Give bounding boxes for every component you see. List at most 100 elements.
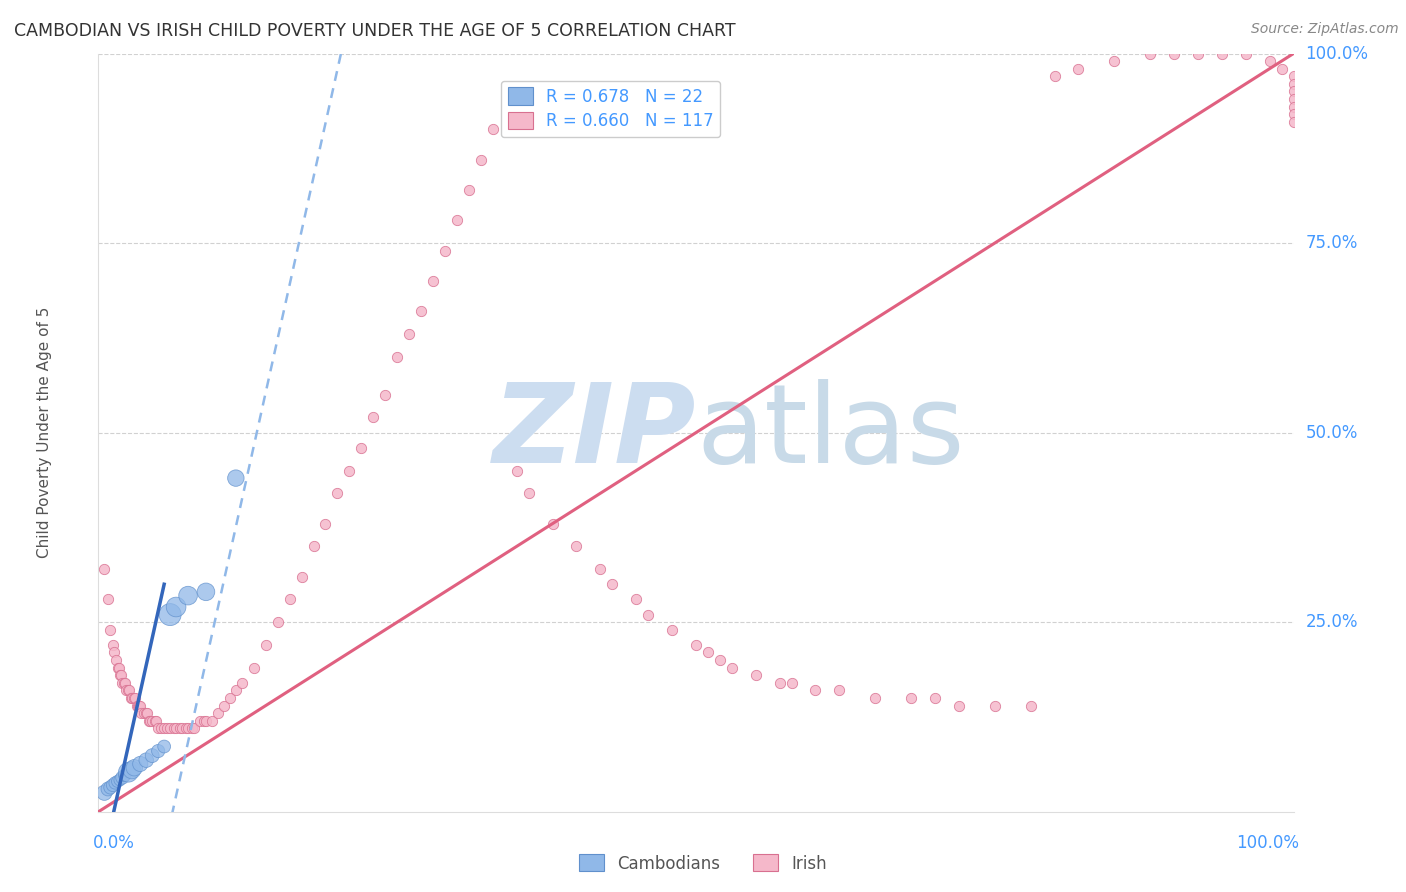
Point bbox=[828, 683, 851, 698]
Point bbox=[121, 691, 143, 706]
Point bbox=[768, 676, 790, 690]
Point bbox=[107, 774, 129, 789]
Point bbox=[124, 691, 146, 706]
Point bbox=[626, 592, 648, 607]
Point bbox=[1104, 54, 1126, 69]
Point bbox=[143, 714, 166, 728]
Point bbox=[1282, 100, 1305, 114]
Point bbox=[1282, 85, 1305, 99]
Point bbox=[183, 721, 205, 735]
Point bbox=[121, 763, 143, 777]
Point bbox=[149, 721, 172, 735]
Text: Child Poverty Under the Age of 5: Child Poverty Under the Age of 5 bbox=[37, 307, 52, 558]
Point bbox=[97, 592, 120, 607]
Legend: R = 0.678   N = 22, R = 0.660   N = 117: R = 0.678 N = 22, R = 0.660 N = 117 bbox=[501, 81, 720, 137]
Point bbox=[661, 623, 683, 637]
Point bbox=[1019, 698, 1042, 713]
Point bbox=[1187, 46, 1209, 61]
Point bbox=[709, 653, 731, 667]
Point bbox=[125, 698, 148, 713]
Point bbox=[101, 638, 124, 652]
Point bbox=[1282, 92, 1305, 106]
Point bbox=[174, 721, 197, 735]
Point bbox=[745, 668, 768, 682]
Text: 75.0%: 75.0% bbox=[1306, 234, 1358, 252]
Point bbox=[108, 772, 131, 787]
Point bbox=[1282, 77, 1305, 91]
Point bbox=[637, 607, 659, 622]
Point bbox=[124, 761, 146, 775]
Point bbox=[177, 721, 200, 735]
Point bbox=[446, 213, 468, 227]
Text: 100.0%: 100.0% bbox=[1236, 835, 1299, 853]
Point bbox=[315, 516, 337, 531]
Point bbox=[107, 660, 129, 675]
Point bbox=[602, 577, 624, 591]
Point bbox=[363, 410, 385, 425]
Point bbox=[374, 387, 396, 401]
Point bbox=[165, 721, 187, 735]
Point bbox=[291, 570, 314, 584]
Point bbox=[385, 350, 409, 364]
Text: 0.0%: 0.0% bbox=[93, 835, 135, 853]
Point bbox=[128, 698, 150, 713]
Text: 100.0%: 100.0% bbox=[1306, 45, 1368, 62]
Point bbox=[517, 486, 540, 500]
Point bbox=[411, 304, 433, 318]
Point bbox=[153, 721, 176, 735]
Point bbox=[541, 516, 564, 531]
Point bbox=[108, 668, 131, 682]
Point bbox=[101, 778, 124, 792]
Text: atlas: atlas bbox=[696, 379, 965, 486]
Point bbox=[135, 753, 157, 767]
Point bbox=[148, 721, 170, 735]
Point bbox=[254, 638, 277, 652]
Point bbox=[458, 183, 481, 197]
Point bbox=[104, 776, 127, 790]
Point bbox=[107, 660, 129, 675]
Point bbox=[948, 698, 970, 713]
Point bbox=[148, 744, 170, 758]
Point bbox=[115, 683, 138, 698]
Point bbox=[105, 653, 128, 667]
Point bbox=[141, 714, 163, 728]
Point bbox=[422, 274, 444, 288]
Point bbox=[141, 748, 163, 763]
Point bbox=[481, 122, 505, 136]
Point bbox=[153, 739, 176, 754]
Text: Source: ZipAtlas.com: Source: ZipAtlas.com bbox=[1251, 22, 1399, 37]
Point bbox=[339, 464, 361, 478]
Point bbox=[129, 698, 152, 713]
Point bbox=[207, 706, 229, 721]
Legend: Cambodians, Irish: Cambodians, Irish bbox=[572, 847, 834, 880]
Point bbox=[1234, 46, 1257, 61]
Point bbox=[112, 676, 135, 690]
Point bbox=[1282, 70, 1305, 84]
Point bbox=[98, 623, 122, 637]
Point bbox=[131, 706, 153, 721]
Point bbox=[111, 771, 134, 785]
Point bbox=[93, 562, 115, 576]
Point bbox=[139, 714, 162, 728]
Text: CAMBODIAN VS IRISH CHILD POVERTY UNDER THE AGE OF 5 CORRELATION CHART: CAMBODIAN VS IRISH CHILD POVERTY UNDER T… bbox=[14, 22, 735, 40]
Point bbox=[434, 244, 457, 258]
Point bbox=[111, 676, 134, 690]
Point bbox=[1067, 62, 1090, 76]
Text: 50.0%: 50.0% bbox=[1306, 424, 1358, 442]
Point bbox=[1139, 46, 1161, 61]
Point bbox=[103, 646, 125, 660]
Point bbox=[163, 721, 186, 735]
Point bbox=[225, 683, 247, 698]
Point bbox=[697, 646, 720, 660]
Point bbox=[98, 780, 122, 795]
Point bbox=[169, 721, 191, 735]
Point bbox=[114, 676, 136, 690]
Point bbox=[195, 714, 218, 728]
Text: 25.0%: 25.0% bbox=[1306, 613, 1358, 632]
Point bbox=[124, 691, 146, 706]
Point bbox=[900, 691, 922, 706]
Point bbox=[114, 768, 136, 782]
Point bbox=[127, 698, 149, 713]
Point bbox=[201, 714, 224, 728]
Point bbox=[120, 691, 142, 706]
